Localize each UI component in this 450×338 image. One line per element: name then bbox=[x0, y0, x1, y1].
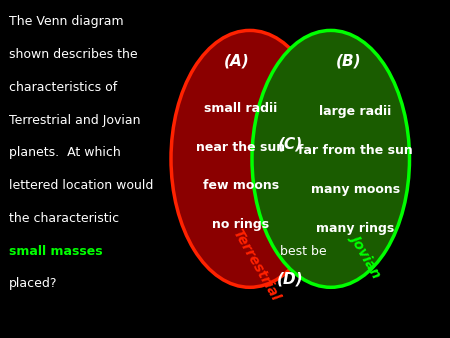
Text: few moons: few moons bbox=[202, 179, 279, 192]
Text: Terrestrial and Jovian: Terrestrial and Jovian bbox=[9, 114, 140, 126]
Text: Terrestrial: Terrestrial bbox=[230, 227, 282, 304]
Text: The Venn diagram: The Venn diagram bbox=[9, 15, 124, 28]
Text: near the sun: near the sun bbox=[196, 141, 285, 153]
Text: large radii: large radii bbox=[320, 105, 392, 118]
Ellipse shape bbox=[171, 30, 328, 287]
Text: small masses: small masses bbox=[9, 245, 103, 258]
Text: Jovian: Jovian bbox=[349, 231, 385, 279]
Text: characteristics of: characteristics of bbox=[9, 81, 117, 94]
Text: (C): (C) bbox=[278, 136, 303, 151]
Text: no rings: no rings bbox=[212, 218, 269, 231]
Text: the characteristic: the characteristic bbox=[9, 212, 119, 225]
Text: (A): (A) bbox=[223, 53, 249, 68]
Text: lettered location would: lettered location would bbox=[9, 179, 153, 192]
Text: many moons: many moons bbox=[311, 183, 400, 196]
Text: shown describes the: shown describes the bbox=[9, 48, 138, 61]
Text: best be: best be bbox=[276, 245, 327, 258]
Text: many rings: many rings bbox=[316, 222, 395, 235]
Text: (B): (B) bbox=[336, 53, 361, 68]
Text: placed?: placed? bbox=[9, 277, 58, 290]
Text: (D): (D) bbox=[277, 271, 304, 286]
Text: small radii: small radii bbox=[204, 102, 277, 115]
Text: planets.  At which: planets. At which bbox=[9, 146, 121, 159]
Text: far from the sun: far from the sun bbox=[298, 144, 413, 157]
Ellipse shape bbox=[252, 30, 410, 287]
